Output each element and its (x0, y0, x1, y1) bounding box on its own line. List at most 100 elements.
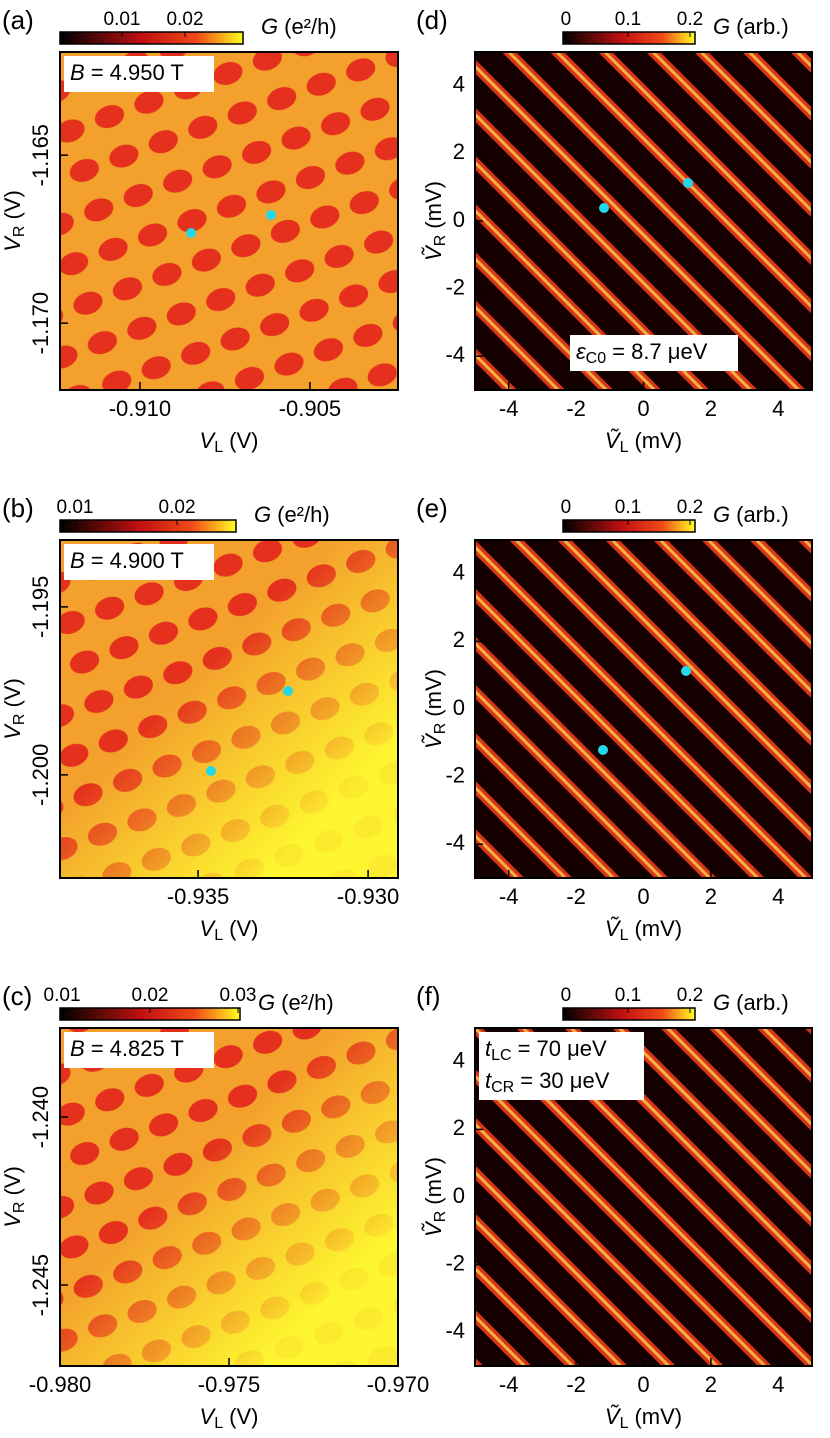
heatmap (60, 52, 398, 390)
subscript: R (432, 235, 449, 247)
y-tick-label: -1.195 (28, 576, 53, 638)
y-tick-label: -1.200 (28, 744, 53, 806)
unit: (e²/h) (284, 14, 337, 39)
annotation: tCR = 30 μeV (485, 1068, 610, 1096)
heatmap-overlay (60, 540, 398, 878)
symbol: Ṽ (421, 244, 446, 261)
panel-label: (c) (2, 981, 32, 1011)
subscript: L (214, 927, 223, 944)
symbol: G (254, 502, 271, 527)
colorbar (562, 519, 696, 533)
x-tick-label: 4 (772, 1372, 784, 1397)
y-tick-label: -2 (445, 274, 465, 299)
y-tick-label: -4 (445, 342, 465, 367)
colorbar-tick-label: 0.1 (615, 985, 641, 1006)
symbol: V (0, 235, 25, 252)
colorbar-tick-label: 0.2 (677, 985, 703, 1006)
colorbar-tick-label: 0.02 (132, 985, 169, 1006)
colorbar-tick-label: 0 (561, 9, 572, 30)
subscript: L (620, 1415, 629, 1432)
unit: (mV) (421, 1157, 446, 1205)
x-tick-label: -2 (566, 1372, 586, 1397)
y-tick-label: -2 (445, 1250, 465, 1275)
y-axis-label: ṼR (mV) (421, 181, 449, 261)
subscript: LC (491, 1047, 511, 1064)
x-axis-label: VL (V) (200, 1404, 259, 1432)
y-tick-label: 0 (453, 1183, 465, 1208)
x-tick-label: -4 (499, 884, 519, 909)
subscript: R (11, 1202, 28, 1214)
x-tick-label: 0 (637, 884, 649, 909)
subscript: R (432, 1211, 449, 1223)
x-tick-label: -0.970 (367, 1372, 429, 1397)
y-tick-label: -4 (445, 1318, 465, 1343)
marker-dot (206, 766, 216, 776)
symbol: t (485, 1036, 492, 1061)
colorbar-tick-label: 0.2 (677, 497, 703, 518)
heatmap-overlay (60, 1028, 398, 1366)
colorbar-tick-label: 0.01 (104, 9, 141, 30)
colorbar (59, 519, 237, 533)
x-tick-label: 0 (637, 1372, 649, 1397)
marker-dot (186, 228, 196, 238)
symbol: Ṽ (605, 1404, 622, 1429)
unit: (e²/h) (277, 502, 330, 527)
subscript: C0 (586, 350, 607, 367)
x-tick-label: -0.930 (337, 884, 399, 909)
frame (59, 539, 399, 879)
y-axis-label: VR (V) (0, 190, 28, 252)
x-tick-label: -0.975 (198, 1372, 260, 1397)
symbol: Ṽ (421, 732, 446, 749)
x-tick-label: 0 (637, 396, 649, 421)
colorbar-tick-label: 0.2 (677, 9, 703, 30)
colorbar-tick-label: 0.02 (167, 9, 204, 30)
colorbar (562, 1007, 696, 1021)
x-tick-label: -2 (566, 396, 586, 421)
x-tick-label: 4 (772, 396, 784, 421)
panel-label: (a) (2, 5, 34, 35)
marker-dot (266, 210, 276, 220)
y-tick-label: -4 (445, 830, 465, 855)
colorbar-label: G (arb.) (713, 990, 789, 1015)
unit: (mV) (421, 669, 446, 717)
symbol: B (70, 548, 85, 573)
symbol: V (0, 723, 25, 740)
annotation: B = 4.900 T (70, 548, 184, 573)
x-tick-label: 2 (705, 396, 717, 421)
marker-dot (599, 203, 609, 213)
annotation-box (479, 1032, 644, 1100)
unit: (arb.) (736, 14, 789, 39)
colorbar-label: G (arb.) (713, 14, 789, 39)
y-tick-label: -2 (445, 762, 465, 787)
unit: (V) (0, 1166, 25, 1195)
marker-dot (683, 178, 693, 188)
symbol: V (200, 1404, 217, 1429)
colorbar-label: G (e²/h) (254, 502, 330, 527)
symbol: ε (576, 339, 586, 364)
unit: (V) (229, 428, 258, 453)
y-tick-label: 0 (453, 207, 465, 232)
frame (59, 51, 399, 391)
symbol: V (0, 1211, 25, 1228)
text: = 8.7 μeV (612, 339, 708, 364)
y-tick-label: -1.165 (28, 124, 53, 186)
colorbar-label: G (arb.) (713, 502, 789, 527)
x-axis-label: ṼL (mV) (605, 1404, 682, 1432)
y-axis-label: VR (V) (0, 1166, 28, 1228)
unit: (mV) (634, 916, 682, 941)
subscript: L (214, 439, 223, 456)
colorbar (59, 31, 244, 45)
y-tick-label: 4 (453, 1048, 465, 1073)
text: = 70 μeV (518, 1036, 607, 1061)
symbol: B (70, 1036, 85, 1061)
x-tick-label: -4 (499, 396, 519, 421)
unit: (mV) (421, 181, 446, 229)
x-axis-label: VL (V) (200, 428, 259, 456)
panel-label: (b) (2, 493, 34, 523)
y-tick-label: -1.170 (28, 292, 53, 354)
unit: (V) (0, 678, 25, 707)
annotation-box (64, 1032, 214, 1068)
unit: (V) (229, 916, 258, 941)
y-axis-label: ṼR (mV) (421, 669, 449, 749)
x-axis-label: ṼL (mV) (605, 428, 682, 456)
